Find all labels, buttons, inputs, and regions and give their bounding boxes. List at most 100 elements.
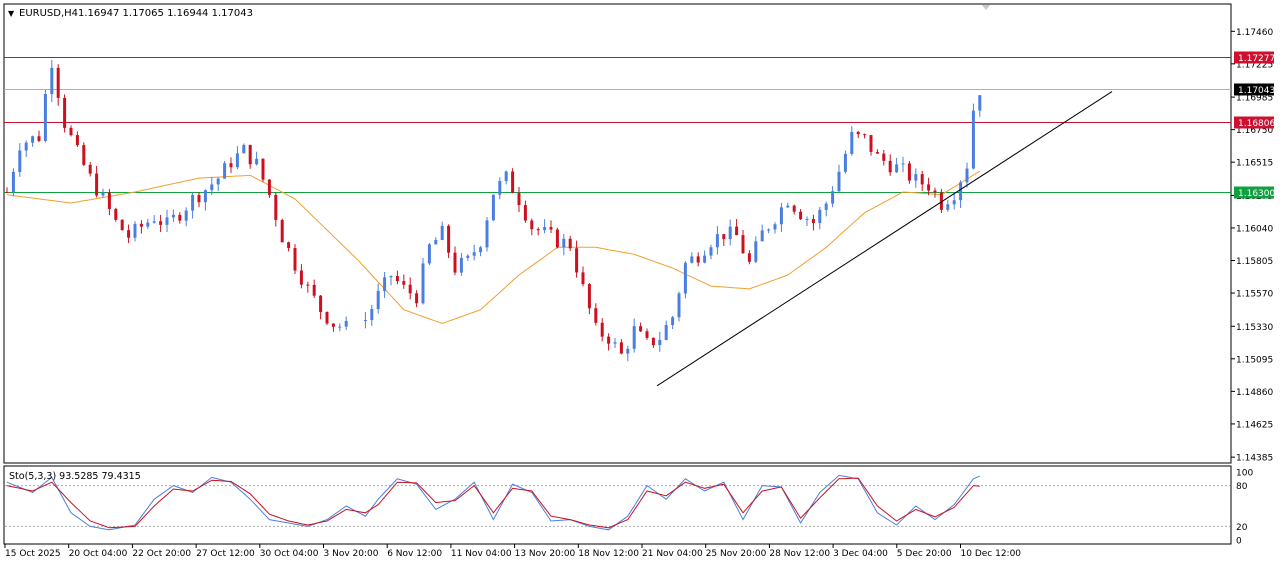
trendline xyxy=(656,91,1113,387)
candle-body xyxy=(370,308,374,321)
candle-body xyxy=(562,238,566,248)
candle-body xyxy=(280,219,284,243)
candle-body xyxy=(82,145,86,165)
stochastic-panel[interactable] xyxy=(3,465,1232,545)
candle-body xyxy=(639,326,643,332)
chart-shift-marker[interactable] xyxy=(982,5,990,10)
price-line-label-box xyxy=(1234,83,1274,96)
candle-body xyxy=(703,255,707,263)
candle-body xyxy=(543,227,547,231)
time-tick-label: 11 Nov 04:00 xyxy=(451,549,512,559)
candle-body xyxy=(383,277,387,292)
candle-body xyxy=(267,179,271,195)
stochastic-main-line xyxy=(6,474,980,531)
candle-body xyxy=(242,144,246,154)
candle-body xyxy=(171,214,175,218)
price-tick-label: 1.16985 xyxy=(1236,94,1273,104)
price-panel[interactable] xyxy=(3,3,1232,464)
candle-body xyxy=(978,95,982,111)
candle-body xyxy=(408,284,412,294)
header-arrow[interactable]: ▼ xyxy=(8,9,15,18)
candle-body xyxy=(920,174,924,185)
price-tick-label: 1.15570 xyxy=(1236,290,1273,300)
candle-body xyxy=(875,151,879,154)
candle-body xyxy=(466,255,470,258)
price-tick-label: 1.17460 xyxy=(1236,28,1273,38)
candle-body xyxy=(971,110,975,169)
candles xyxy=(5,60,982,362)
candle-body xyxy=(728,226,732,240)
candle-body xyxy=(191,194,195,211)
candle-body xyxy=(549,227,553,230)
candle-body xyxy=(56,67,60,98)
candle-body xyxy=(709,247,713,256)
candle-body xyxy=(658,339,662,346)
candle-body xyxy=(818,209,822,224)
price-line-label: 1.17277 xyxy=(1238,54,1275,64)
candle-body xyxy=(555,229,559,248)
candle-body xyxy=(299,270,303,285)
candle-body xyxy=(363,320,367,322)
candle-body xyxy=(427,244,431,264)
candle-body xyxy=(959,182,963,201)
candle-body xyxy=(50,67,54,95)
candle-body xyxy=(376,291,380,309)
time-tick-label: 6 Nov 12:00 xyxy=(387,549,442,559)
candle-body xyxy=(927,184,931,191)
candle-body xyxy=(165,217,169,225)
price-tick-label: 1.14385 xyxy=(1236,454,1273,464)
candle-body xyxy=(223,163,227,179)
candle-body xyxy=(453,252,457,273)
candle-body xyxy=(645,331,649,338)
candle-body xyxy=(600,322,604,337)
moving-average-line xyxy=(6,170,981,325)
candle-body xyxy=(472,252,476,256)
candle-body xyxy=(306,284,310,286)
candle-body xyxy=(101,192,105,196)
candle-body xyxy=(824,203,828,210)
candle-body xyxy=(773,224,777,230)
candle-body xyxy=(747,253,751,262)
candle-body xyxy=(434,239,438,245)
candle-body xyxy=(261,158,265,180)
candle-body xyxy=(325,312,329,324)
candle-body xyxy=(568,238,572,249)
candle-body xyxy=(536,229,540,231)
price-line-label: 1.16300 xyxy=(1238,189,1275,199)
candle-body xyxy=(837,171,841,192)
time-tick-label: 18 Nov 12:00 xyxy=(578,549,639,559)
candle-body xyxy=(581,272,585,285)
candle-body xyxy=(933,190,937,193)
candle-body xyxy=(402,281,406,285)
candle-body xyxy=(504,171,508,182)
candle-body xyxy=(152,221,156,223)
candle-body xyxy=(485,220,489,248)
time-tick-label: 20 Oct 04:00 xyxy=(69,549,128,559)
trendline-group xyxy=(656,91,1113,387)
candle-body xyxy=(587,284,591,309)
candle-body xyxy=(741,235,745,254)
candle-body xyxy=(888,160,892,173)
candle-body xyxy=(184,210,188,221)
candle-body xyxy=(146,222,150,227)
candle-body xyxy=(216,178,220,185)
candle-body xyxy=(255,158,259,165)
candle-body xyxy=(735,226,739,236)
candle-body xyxy=(850,131,854,154)
time-tick-label: 3 Nov 20:00 xyxy=(324,549,379,559)
price-tick-label: 1.16515 xyxy=(1236,159,1273,169)
candle-body xyxy=(767,229,771,231)
candle-body xyxy=(210,184,214,191)
candle-body xyxy=(31,136,35,143)
candle-body xyxy=(338,326,342,328)
candle-body xyxy=(907,163,911,181)
time-tick-label: 13 Nov 20:00 xyxy=(515,549,576,559)
candle-body xyxy=(331,323,335,327)
price-line-labels: 1.17277 1.17043 1.16806 1.16300 xyxy=(1234,51,1275,199)
time-tick-label: 28 Nov 12:00 xyxy=(769,549,830,559)
candle-body xyxy=(395,276,399,282)
candle-body xyxy=(715,234,719,248)
horizontal-lines xyxy=(4,57,1231,193)
price-line-label: 1.17043 xyxy=(1238,86,1275,96)
